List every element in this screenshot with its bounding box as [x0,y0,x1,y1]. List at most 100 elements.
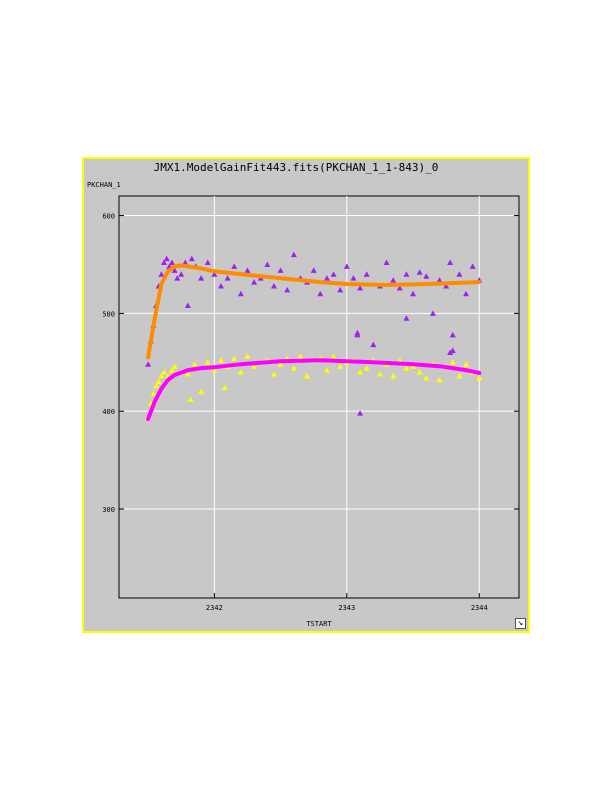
data-point [354,331,361,338]
data-point [363,365,370,371]
data-point [187,396,194,402]
data-point [231,263,238,269]
data-point [416,369,423,375]
fit-curve [146,263,482,360]
data-point [270,282,277,289]
data-point [198,275,205,281]
data-point [416,269,423,275]
data-point [423,273,430,279]
x-tick-label: 2342 [206,604,223,612]
data-point [463,361,470,367]
data-point [396,284,403,291]
data-point [469,263,476,269]
data-point [191,361,198,367]
data-point [376,371,383,377]
data-point [231,355,238,361]
data-point [251,363,258,369]
data-point [396,357,403,363]
data-point [171,363,178,369]
data-point [449,331,456,338]
x-tick-label: 2343 [338,604,355,612]
data-point [357,410,364,416]
data-point [447,349,454,355]
y-tick-label: 500 [102,310,115,318]
data-point [447,259,454,266]
data-point [244,353,251,359]
x-tick-label: 2344 [471,604,488,612]
data-point [163,255,170,262]
plot-area [118,195,520,599]
data-point [476,374,483,381]
fit-curve [146,358,482,421]
data-point [456,372,463,379]
y-axis-label: PKCHAN_1 [87,181,121,189]
data-point [463,290,470,297]
data-point [178,271,185,277]
data-point [383,259,390,266]
data-point [211,367,218,373]
data-point [297,353,304,359]
data-point [184,302,191,309]
data-point [204,359,211,365]
data-point [277,267,284,273]
data-point [436,376,443,383]
data-point [221,384,228,391]
data-point [150,390,157,397]
data-point [330,271,337,277]
data-point [237,290,244,297]
data-point [188,255,195,262]
data-point [290,251,297,258]
data-point [363,271,370,277]
data-point [390,277,397,283]
data-point [403,365,410,371]
data-point [436,277,443,283]
data-point [198,388,205,395]
data-point [251,279,258,285]
data-point [211,271,218,277]
data-point [171,267,178,273]
data-point [449,359,456,365]
data-point [153,382,160,389]
data-point [158,372,165,379]
data-point [330,353,337,359]
data-point [182,259,189,266]
data-point [237,369,244,375]
data-point [323,367,330,373]
data-point [264,261,271,267]
scatter-chart: JMX1.ModelGainFit443.fits(PKCHAN_1_1-843… [87,161,520,628]
data-point [284,286,291,293]
data-point [204,259,211,266]
data-point [429,310,436,316]
data-point [270,371,277,377]
data-point [423,374,430,381]
resize-handle-icon[interactable]: ↘ [515,618,526,629]
data-point [145,361,152,367]
data-point [290,365,297,371]
plot-window: JMX1.ModelGainFit443.fits(PKCHAN_1_1-843… [82,157,530,633]
data-point [161,259,168,266]
data-point [357,369,364,375]
x-axis-label: TSTART [306,620,332,628]
data-point [390,372,397,379]
data-point [403,315,410,321]
data-point [158,271,165,277]
chart-title: JMX1.ModelGainFit443.fits(PKCHAN_1_1-843… [154,161,439,174]
data-point [350,275,357,281]
data-point [323,275,330,281]
data-point [403,271,410,277]
data-point [161,369,168,375]
data-point [304,372,311,379]
data-point [317,290,324,297]
data-point [343,263,350,269]
data-point [224,275,231,281]
data-point [410,290,417,297]
data-point [277,361,284,367]
data-point [337,363,344,369]
data-point [155,378,162,385]
data-point [217,357,224,363]
data-point [168,367,175,373]
data-point [310,267,317,273]
y-tick-label: 600 [102,213,115,221]
data-point [337,286,344,293]
data-point [443,282,450,289]
